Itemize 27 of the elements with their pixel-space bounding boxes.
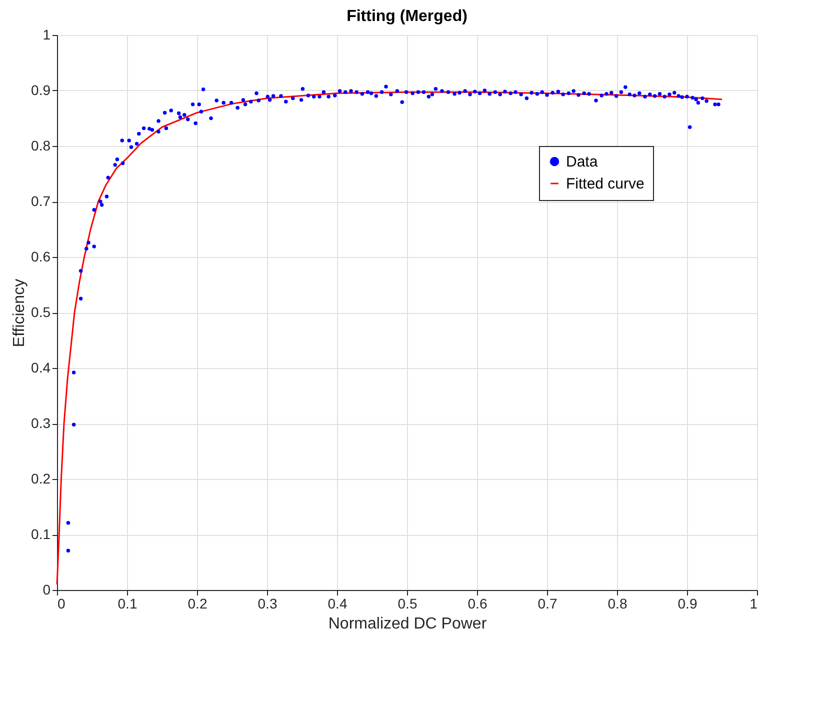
- x-tick-label: 1: [750, 596, 758, 612]
- x-axis-title: Normalized DC Power: [328, 616, 488, 632]
- x-tick-label: 0.3: [258, 596, 278, 612]
- y-tick-label: 1: [42, 26, 51, 42]
- y-tick-label: 0.3: [31, 415, 51, 431]
- y-tick-label: 0.6: [31, 248, 51, 264]
- x-tick-label: 0.5: [398, 596, 418, 612]
- legend-label: Fitted curve: [566, 176, 644, 192]
- y-tick-label: 0.7: [31, 193, 51, 209]
- x-tick-label: 0.1: [118, 596, 138, 612]
- x-tick-label: 0.9: [678, 596, 698, 612]
- x-tick-label: 0.7: [538, 596, 558, 612]
- y-tick-label: 0.2: [31, 470, 51, 486]
- y-tick-label: 0.9: [31, 82, 51, 98]
- y-tick-label: 0.5: [31, 304, 51, 320]
- x-tick-label: 0.8: [608, 596, 628, 612]
- legend-label: Data: [566, 154, 598, 170]
- y-tick-label: 0.1: [31, 526, 51, 542]
- x-tick-label: 0.4: [328, 596, 348, 612]
- y-tick-label: 0.4: [31, 360, 51, 376]
- y-axis-title: Efficiency: [11, 278, 28, 348]
- x-tick-label: 0.2: [188, 596, 208, 612]
- y-tick-label: 0: [42, 582, 51, 598]
- x-tick-label: 0: [58, 596, 66, 612]
- y-tick-label: 0.8: [31, 138, 51, 154]
- chart-title: Fitting (Merged): [346, 8, 468, 25]
- x-tick-label: 0.6: [468, 596, 488, 612]
